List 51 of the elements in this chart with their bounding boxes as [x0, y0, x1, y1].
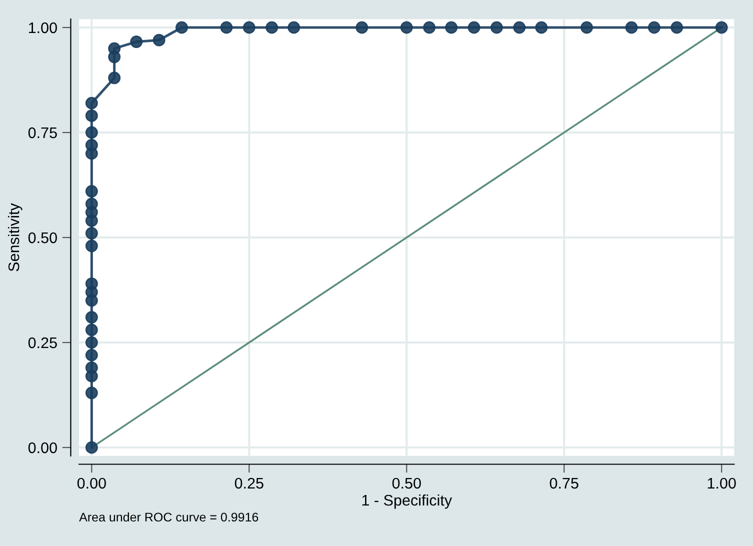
y-tick-label: 0.25 [28, 337, 57, 348]
point [85, 441, 98, 454]
point [85, 109, 98, 122]
point [445, 21, 458, 34]
x-tick-label: 1.00 [708, 478, 736, 489]
x-tick-label: 0.25 [234, 478, 264, 489]
point [85, 138, 98, 152]
point [85, 185, 98, 198]
point [468, 21, 480, 34]
point [288, 21, 300, 34]
point [715, 21, 728, 34]
point [670, 21, 684, 34]
point [85, 311, 98, 324]
point [130, 36, 143, 48]
x-axis-title: 1 - Specificity [362, 494, 452, 509]
point [175, 21, 188, 34]
point [490, 21, 503, 34]
point [85, 348, 98, 362]
x-tick-label: 0.00 [77, 478, 106, 489]
point [513, 21, 526, 34]
point [108, 42, 121, 55]
x-tick-label: 0.50 [392, 478, 421, 489]
point [85, 227, 98, 240]
point [108, 72, 121, 84]
point [152, 34, 166, 46]
y-tick-label: 1.00 [28, 22, 57, 34]
y-axis-title: Sensitivity [8, 203, 22, 272]
y-tick-label: 0.00 [28, 442, 57, 454]
point [220, 21, 233, 34]
point [85, 324, 98, 336]
point [266, 21, 278, 34]
y-tick-label: 0.75 [28, 127, 57, 138]
point [423, 21, 436, 34]
point [400, 21, 413, 34]
point [85, 277, 98, 290]
point [85, 198, 98, 210]
point [242, 21, 256, 34]
point [85, 96, 98, 110]
y-tick-label: 0.50 [28, 232, 57, 244]
x-tick-label: 0.75 [550, 478, 578, 489]
point [85, 126, 98, 139]
point [625, 21, 638, 34]
point [85, 336, 98, 349]
point [85, 386, 98, 400]
point [356, 21, 368, 34]
point [648, 21, 660, 34]
text: Area under ROC curve = 0.9916 [79, 512, 258, 522]
point [535, 21, 548, 34]
point [85, 240, 98, 252]
point [580, 21, 594, 34]
point [85, 361, 98, 374]
